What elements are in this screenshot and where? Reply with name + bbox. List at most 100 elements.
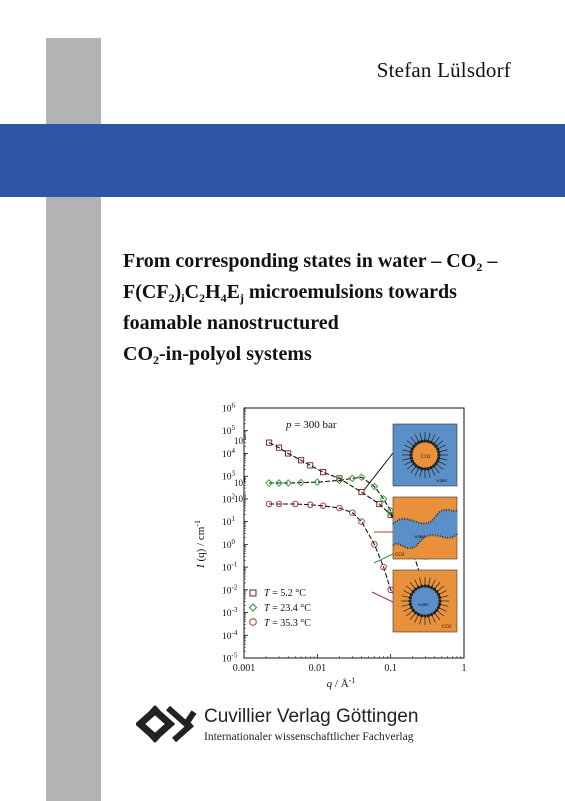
data-point-square: [307, 462, 314, 469]
legend-label-35-3: T = 35.3 °C: [264, 618, 311, 629]
surfactant-head: [408, 599, 412, 603]
surfactant-head: [436, 459, 440, 463]
scale-label-1e3: 103: [234, 435, 246, 446]
surfactant-head: [411, 590, 415, 594]
legend-square-marker: [249, 589, 257, 597]
surfactant-head: [409, 450, 413, 454]
surfactant-head: [420, 467, 424, 471]
surfactant-head: [414, 464, 418, 468]
surfactant-head: [426, 467, 430, 471]
scattering-chart: 10-510-410-310-210-110010110210310410510…: [193, 402, 467, 691]
data-point-square: [358, 489, 365, 496]
panel-top-water-label: water: [436, 479, 447, 484]
blue-banner: [0, 124, 565, 197]
data-point-diamond: [348, 474, 357, 483]
y-tick-label: 100: [222, 538, 236, 551]
surfactant-head: [417, 440, 421, 444]
data-point-diamond: [357, 473, 366, 482]
surfactant-head: [436, 447, 440, 451]
panel-middle-water-label: water: [414, 535, 425, 540]
surfactant-head: [412, 444, 416, 448]
gray-side-bar-bottom: [46, 197, 101, 801]
surfactant-head: [437, 450, 441, 454]
x-tick-label: 0.1: [384, 663, 397, 674]
panel-bottom-water-label: water: [418, 603, 429, 608]
book-title: From corresponding states in water – CO2…: [123, 246, 543, 370]
x-axis-label: q / Å-1: [327, 676, 356, 690]
data-point-diamond: [335, 476, 344, 485]
surfactant-head: [410, 447, 414, 451]
x-tick-label: 0.01: [309, 663, 327, 674]
surfactant-head: [408, 602, 412, 606]
x-tick-label: 1: [462, 663, 467, 674]
surfactant-head: [420, 614, 424, 618]
data-point-diamond: [265, 479, 273, 487]
reverse-micelle-droplet: [401, 577, 449, 625]
surfactant-head: [423, 584, 427, 588]
y-tick-labels: 10-5 10-4 10-3 10-2 10-1 100 101 102 103 104 105 10…: [222, 402, 238, 665]
data-point-diamond: [313, 478, 322, 486]
surfactant-film-upper: [392, 508, 458, 525]
title-line-1: From corresponding states in water – CO2…: [123, 250, 498, 274]
y-tick-label: 103: [222, 470, 236, 483]
surfactant-head: [423, 467, 427, 471]
scale-label-1e0: 100: [234, 493, 246, 504]
data-point-square: [275, 444, 283, 451]
publisher-block: Cuvillier Verlag Göttingen International…: [136, 704, 446, 750]
title-line-2: F(CF2)iC2H4Ej microemulsions towards: [123, 281, 457, 305]
bicontinuous-water-channel: [393, 509, 457, 549]
surfactant-head: [420, 439, 424, 443]
data-point-circle: [371, 541, 378, 548]
surfactant-head: [437, 456, 441, 460]
fit-curve: [268, 442, 427, 557]
y-tick-label: 102: [222, 492, 236, 505]
surfactant-head: [432, 464, 436, 468]
y-axis-label: I (q) / cm-1: [193, 520, 207, 569]
legend-label-23-4: T = 23.4 °C: [264, 603, 311, 614]
y-tick-label: 10-4: [222, 629, 238, 642]
micelle-droplet: [402, 432, 448, 478]
data-point-circle: [358, 518, 365, 525]
surfactant-head: [434, 462, 438, 466]
surfactant-head: [408, 596, 412, 600]
surfactant-head: [438, 596, 442, 600]
surfactant-head: [437, 453, 441, 457]
surfactant-head: [423, 439, 427, 443]
title-line-4: CO2-in-polyol systems: [123, 343, 312, 367]
pointer-line-top: [363, 452, 394, 491]
scale-label-1e1: 101: [234, 477, 246, 488]
surfactant-head: [414, 587, 418, 591]
surfactant-head: [426, 614, 430, 618]
surfactant-head: [410, 459, 414, 463]
panel-middle-co2-label: CO2: [395, 553, 405, 558]
surfactant-head: [414, 611, 418, 615]
surfactant-head: [429, 585, 434, 590]
data-point-square: [298, 457, 305, 464]
data-point-diamond: [297, 478, 305, 487]
data-point-square: [376, 500, 383, 508]
legend-diamond-marker: [248, 603, 258, 612]
publisher-logo: [136, 705, 197, 743]
data-point-circle: [319, 502, 327, 510]
surfactant-head: [432, 587, 436, 591]
surfactant-head: [438, 602, 442, 606]
data-point-square: [266, 439, 273, 446]
surfactant-head: [426, 439, 430, 443]
panel-bottom-co2-label: CO2: [442, 625, 452, 630]
gray-side-bar-top: [46, 38, 101, 124]
surfactant-head: [417, 466, 421, 470]
y-tick-label: 101: [222, 515, 236, 528]
surfactant-head: [435, 608, 439, 612]
surfactant-head: [414, 442, 418, 446]
surfactant-head: [409, 605, 414, 610]
panel-top-core-label: CO2: [421, 455, 431, 460]
structure-panel-middle: water CO2: [392, 496, 458, 560]
fit-curve: [269, 503, 421, 629]
surfactant-head: [432, 442, 436, 446]
data-point-square: [336, 475, 343, 482]
y-tick-label: 104: [222, 447, 236, 460]
legend-circle-marker: [249, 618, 257, 626]
surfactant-head: [416, 585, 421, 590]
surfactant-head: [423, 614, 427, 618]
y-tick-label: 105: [222, 424, 236, 437]
